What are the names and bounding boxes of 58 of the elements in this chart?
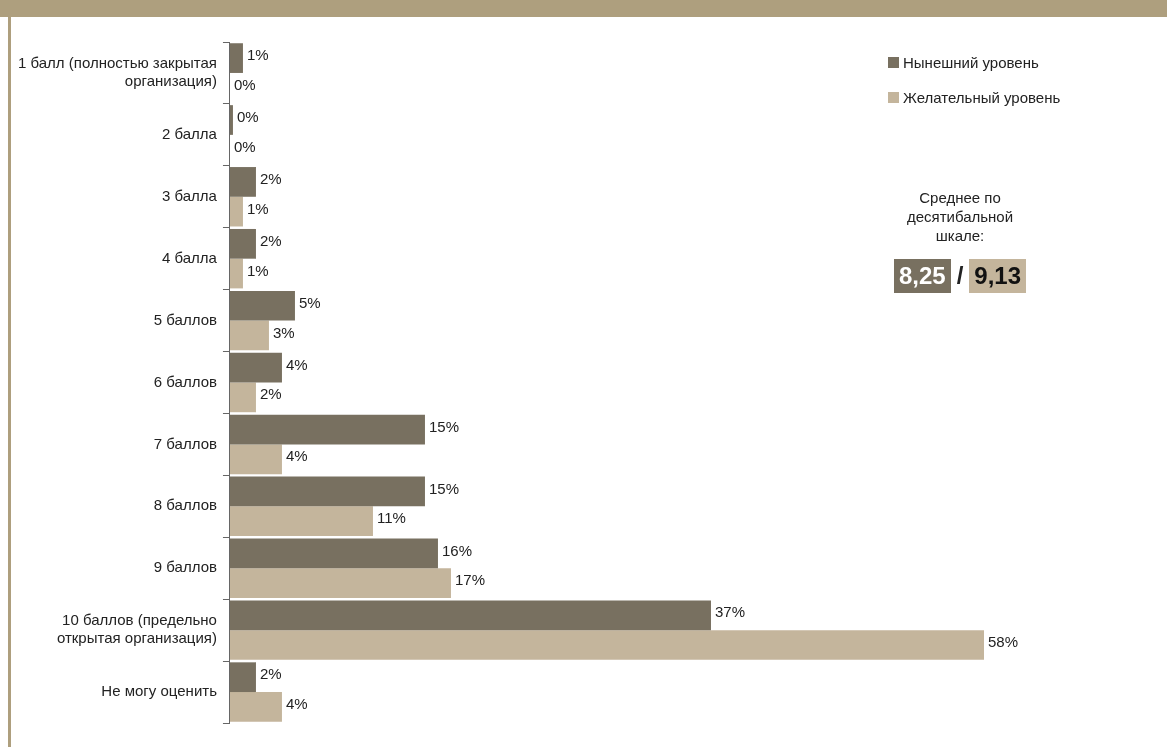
y-tick-label: 5 баллов [153,310,217,328]
data-label: 4% [285,447,308,465]
data-label: 0% [233,75,256,93]
data-label: 58% [988,633,1019,651]
data-label: 1% [246,199,269,217]
y-tick-label: 10 баллов (предельно открытая организация) [56,611,217,647]
bar [229,476,425,507]
data-label: 3% [272,323,295,341]
y-tick-label: 4 балла [162,248,218,266]
bar [229,258,243,289]
legend-label: Нынешний уровень [903,53,1039,71]
data-label: 0% [233,137,256,155]
data-label: 4% [285,355,308,373]
y-tick-label: Не могу оценить [101,682,218,700]
y-tick-label: 2 балла [162,125,218,142]
y-tick-label: 7 баллов [153,434,217,452]
bar [229,196,243,227]
data-label: 16% [441,541,472,559]
data-label: 0% [236,108,259,126]
data-label: 11% [376,509,406,527]
bar [229,506,373,537]
bar [229,167,256,197]
bar [229,444,282,475]
bar [229,320,269,351]
bar [229,382,256,413]
data-label: 2% [259,665,282,683]
y-tick-label: 1 балл (полностью закрытая организация) [17,54,217,90]
bar [229,43,243,73]
data-label: 2% [259,231,282,249]
data-label: 17% [454,571,485,589]
bar [229,414,425,445]
y-tick-label: 8 баллов [153,496,217,514]
data-label: 1% [246,46,269,64]
bar [229,600,711,631]
annotation: / [956,262,964,290]
y-tick-label: 9 баллов [153,558,217,576]
data-label: 15% [428,417,459,435]
data-label: 15% [428,479,459,497]
data-label: 5% [298,293,321,311]
data-label: 1% [246,261,269,279]
data-label: 2% [259,385,282,403]
y-tick-label: 6 баллов [153,372,217,390]
bar [229,352,282,383]
bar [229,228,256,259]
bar [229,538,438,569]
bar [229,692,282,722]
data-label: 2% [259,170,282,188]
annotation: 8,25 [893,259,951,293]
annotation: Среднее по десятибальной шкале: [905,188,1015,245]
bar [229,630,984,660]
data-label: 37% [714,603,746,621]
bar [229,290,295,321]
y-tick-label: 3 балла [162,186,218,204]
annotation: 9,13 [969,259,1027,293]
bar [229,662,256,693]
bar [229,568,451,598]
data-label: 4% [285,695,308,713]
legend-label: Желательный уровень [903,88,1061,106]
